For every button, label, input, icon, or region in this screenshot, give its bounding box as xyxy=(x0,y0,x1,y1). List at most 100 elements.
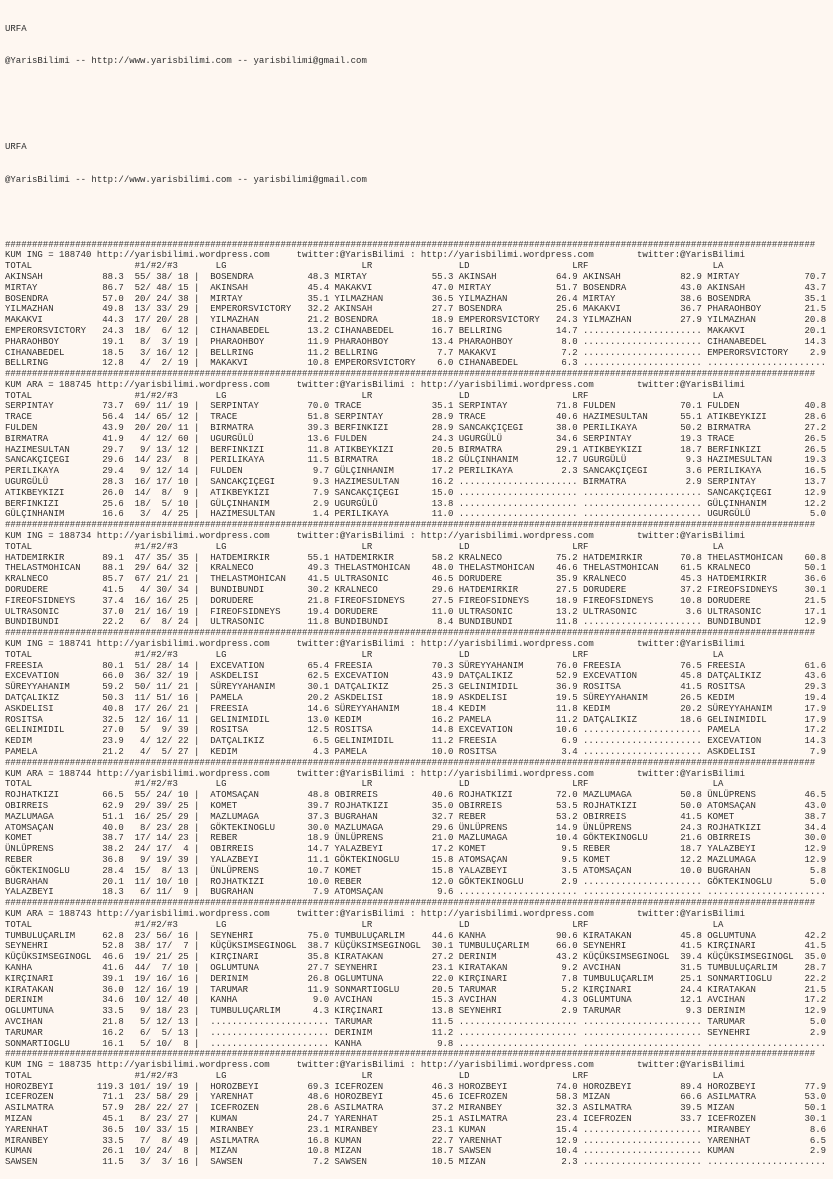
cell-name-ld: PHARAOHBOY xyxy=(458,336,551,347)
table-row: SONMARTIOGLU 16.1 5/ 10/ 8 | ...........… xyxy=(5,1039,826,1050)
table-row: ASKDELISI 40.8 17/ 26/ 21 | FREESIA 14.6… xyxy=(5,704,826,715)
cell-value-la: 40.8 xyxy=(799,401,827,412)
cell-name-lg: BUNDIBUNDI xyxy=(210,585,303,596)
cell-name-lr: KUMAN xyxy=(334,1135,427,1146)
cell-name-lr: THELASTMOHICAN xyxy=(334,563,427,574)
row-total: 85.7 xyxy=(96,574,124,585)
cell-value-la: 50.1 xyxy=(799,563,827,574)
cell-value-ld: 64.9 xyxy=(550,271,578,282)
cell-name-lrf: KOMET xyxy=(583,854,675,865)
table-row: HATDEMIRKIR 89.1 47/ 35/ 35 | HATDEMIRKI… xyxy=(5,553,826,564)
cell-name-ld: THELASTMOHICAN xyxy=(458,563,551,574)
cell-empty-lg: ...................... xyxy=(210,1038,330,1049)
spacer xyxy=(594,250,637,260)
cell-name-lrf: DORUDERE xyxy=(583,585,675,596)
cell-empty-ld: ...................... xyxy=(458,887,578,898)
cell-name-la: PAMELA xyxy=(707,725,800,736)
cell-empty-la: ...................... xyxy=(707,1157,827,1168)
block-label: KUM ING = 188735 xyxy=(5,1060,92,1071)
blog-link: http://yarisbilimi.wordpress.com xyxy=(96,1060,270,1071)
divider: | xyxy=(188,347,211,358)
cell-name-lg: ROSITSA xyxy=(210,725,303,736)
cell-name-la: OBIRREIS xyxy=(707,833,800,844)
cell-value-lg: 11.8 xyxy=(302,444,330,455)
cell-empty-lrf: ...................... xyxy=(583,325,702,336)
divider: | xyxy=(188,1114,211,1125)
row-total: 88.1 xyxy=(96,563,124,574)
cell-empty-lrf: ...................... xyxy=(583,887,702,898)
table-row: MAZLUMAGA 51.1 16/ 25/ 29 | MAZLUMAGA 37… xyxy=(5,812,826,823)
spacer xyxy=(470,650,573,660)
cell-empty-lrf: ...................... xyxy=(583,617,702,628)
doc-contact: @YarisBilimi -- http://www.yarisbilimi.c… xyxy=(5,55,367,66)
table-row: ATIKBEYKIZI 26.0 14/ 8/ 9 | ATIKBEYKIZI … xyxy=(5,488,826,499)
row-name: UGURGÜLÜ xyxy=(5,477,97,488)
cell-name-lrf: SEYNEHRI xyxy=(583,941,675,952)
table-row: BELLRING 12.8 4/ 2/ 19 | MAKAKVI 10.8 EM… xyxy=(5,358,826,369)
row-total: 16.1 xyxy=(96,1038,124,1049)
cell-name-lrf: ICEFROZEN xyxy=(583,1114,675,1125)
row-name: BELLRING xyxy=(5,358,97,369)
spacer xyxy=(32,391,135,401)
cell-value-lrf: 12.2 xyxy=(674,854,702,865)
cell-name-la: MIRTAY xyxy=(707,271,800,282)
cell-value-ld: 18.9 xyxy=(550,595,578,606)
divider: | xyxy=(188,811,211,822)
cell-value-lg: 7.9 xyxy=(302,487,330,498)
row-place-counts: 50/ 11/ 21 xyxy=(123,682,189,693)
divider: | xyxy=(188,876,211,887)
row-total: 44.3 xyxy=(96,315,124,326)
header-lrf: LRF xyxy=(572,261,589,272)
cell-value-la: 41.5 xyxy=(799,941,827,952)
row-total: 88.3 xyxy=(96,271,124,282)
spacer xyxy=(178,1071,216,1081)
row-place-counts: 16/ 25/ 29 xyxy=(123,811,189,822)
cell-value-lr: 11.0 xyxy=(426,509,454,520)
header-ld: LD xyxy=(458,1070,470,1081)
cell-name-lg: TARUMAR xyxy=(210,984,303,995)
row-total: 21.2 xyxy=(96,746,124,757)
cell-value-lrf: 9.3 xyxy=(674,1006,702,1017)
cell-value-lg: 24.7 xyxy=(302,1114,330,1125)
cell-name-la: PHARAOHBOY xyxy=(707,304,800,315)
twitter-handle: twitter:@YarisBilimi xyxy=(636,908,745,919)
table-row: KRALNECO 85.7 67/ 21/ 21 | THELASTMOHICA… xyxy=(5,574,826,585)
cell-value-lrf: 21.6 xyxy=(674,833,702,844)
cell-value-ld: 9.2 xyxy=(550,962,578,973)
cell-value-la: 43.6 xyxy=(799,671,827,682)
cell-name-lr: EXCEVATION xyxy=(334,671,427,682)
cell-value-ld: 10.4 xyxy=(550,1146,578,1157)
cell-value-la: 30.1 xyxy=(799,585,827,596)
cell-name-ld: MIRTAY xyxy=(458,282,551,293)
row-place-counts: 11/ 51/ 16 xyxy=(123,693,189,703)
divider: | xyxy=(188,271,211,282)
cell-name-la: ÜNLÜPRENS xyxy=(707,790,800,801)
cell-name-la: UGURGÜLÜ xyxy=(707,509,800,520)
cell-empty-lrf: ...................... xyxy=(583,347,702,358)
cell-value-lg: 18.9 xyxy=(302,833,330,844)
cell-name-lg: KRALNECO xyxy=(210,563,303,574)
row-name: FULDEN xyxy=(5,423,97,434)
cell-value-la: 5.0 xyxy=(799,1016,827,1027)
cell-name-lrf: ASILMATRA xyxy=(583,1103,675,1114)
cell-name-lg: BUGRAHAN xyxy=(210,887,303,898)
divider: | xyxy=(188,1027,211,1038)
cell-empty-lg: ...................... xyxy=(210,1027,330,1038)
cell-value-lg: 39.7 xyxy=(302,800,330,811)
divider: | xyxy=(188,703,211,714)
row-name: PAMELA xyxy=(5,746,97,757)
cell-name-lg: SÜREYYAHANIM xyxy=(210,682,303,693)
cell-value-lrf: 55.1 xyxy=(674,412,702,423)
cell-value-la: 7.9 xyxy=(799,746,827,757)
cell-value-lg: 11.8 xyxy=(302,617,330,628)
cell-value-ld: 7.8 xyxy=(550,973,578,984)
blog-link: http://yarisbilimi.wordpress.com xyxy=(420,908,594,919)
cell-name-lr: ATOMSAÇAN xyxy=(334,887,427,898)
divider: | xyxy=(188,671,211,682)
row-total: 71.1 xyxy=(96,1092,124,1103)
cell-name-lrf: BOSENDRA xyxy=(583,282,675,293)
divider: | xyxy=(188,595,211,606)
cell-value-lr: 24.3 xyxy=(426,433,454,444)
cell-name-la: DATÇALIKIZ xyxy=(707,671,800,682)
cell-name-lg: KOMET xyxy=(210,800,303,811)
